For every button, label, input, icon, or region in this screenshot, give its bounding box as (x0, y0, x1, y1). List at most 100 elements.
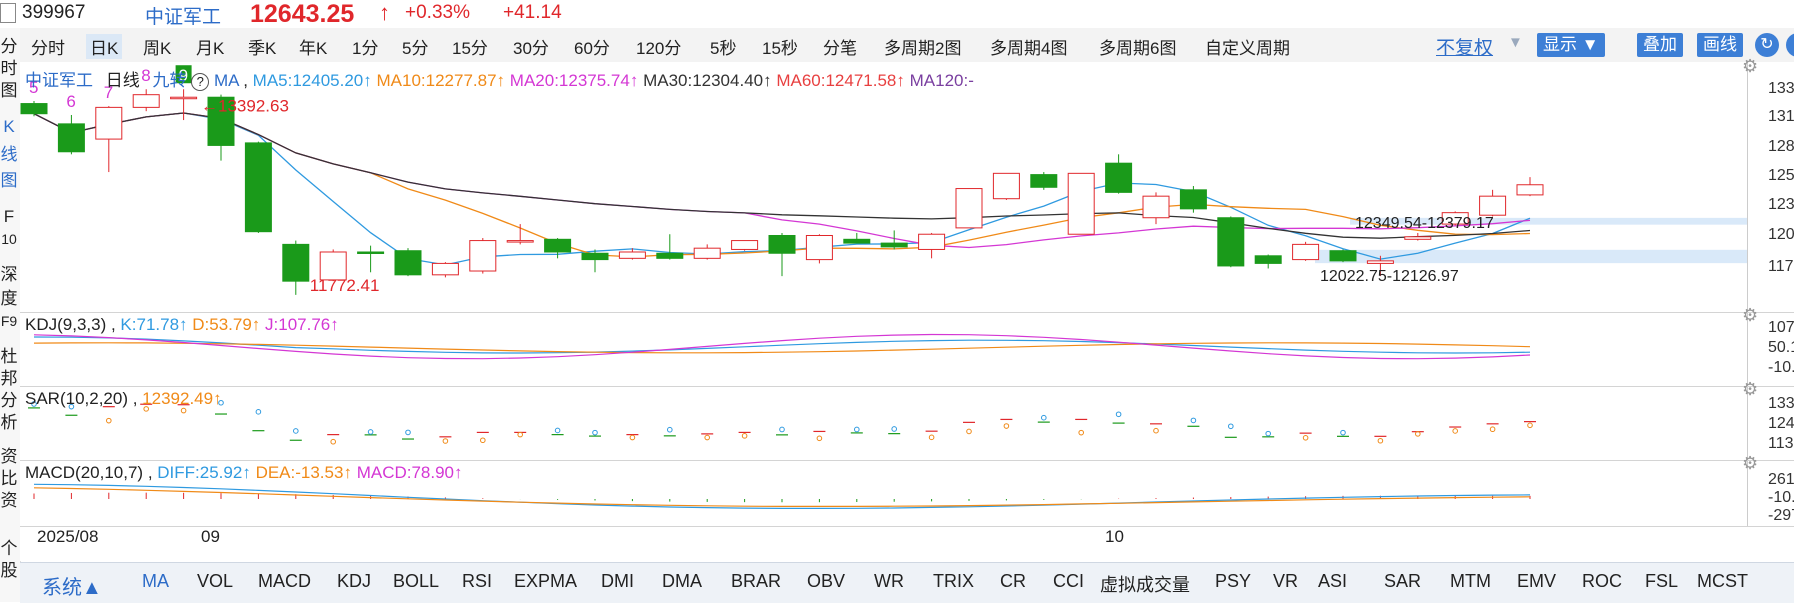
indicator-tab[interactable]: DMA (662, 571, 702, 591)
price-axis-line (1747, 62, 1748, 312)
indicator-tab[interactable]: PSY (1215, 571, 1252, 591)
macd-panel[interactable]: MACD(20,10,7) , DIFF:25.92↑ DEA:-13.53↑ … (20, 453, 1794, 527)
sar-dot (966, 428, 972, 435)
indicator-tab[interactable]: 虚拟成交量 (1100, 575, 1190, 595)
help-icon[interactable]: ? (191, 73, 210, 91)
indicator-tab[interactable]: MACD (258, 571, 311, 591)
period-tab[interactable]: 多周期4图 (990, 39, 1068, 58)
kdj-panel[interactable]: KDJ(9,3,3) , K:71.78↑ D:53.79↑ J:107.76↑… (20, 305, 1794, 387)
candle-body (1142, 195, 1170, 219)
left-tab-char[interactable]: 邦 (0, 369, 18, 388)
left-tab-char[interactable]: 深 (0, 265, 18, 284)
indicator-tab[interactable]: BRAR (731, 571, 782, 591)
period-tab[interactable]: 多周期6图 (1099, 39, 1177, 58)
indicator-tab[interactable]: CCI (1053, 571, 1084, 591)
indicator-tab[interactable]: MCST (1697, 571, 1748, 591)
left-tab-char[interactable]: F9 (0, 313, 18, 329)
indicator-tab[interactable]: RSI (462, 571, 493, 591)
left-tab-char[interactable]: 资 (0, 491, 18, 510)
period-tab[interactable]: 15秒 (762, 39, 798, 58)
chevron-down-icon[interactable]: ▼ (1508, 34, 1523, 51)
panel-toggle-icon[interactable] (0, 3, 16, 23)
period-tab[interactable]: 年K (299, 39, 328, 58)
period-tab[interactable]: 1分 (352, 39, 379, 58)
indicator-tab[interactable]: ASI (1318, 571, 1348, 591)
left-tab-char[interactable]: 分 (0, 37, 18, 56)
period-tab[interactable]: 多周期2图 (884, 39, 962, 58)
period-tab[interactable]: 自定义周期 (1205, 39, 1290, 58)
left-tab-char[interactable]: F (3, 207, 15, 226)
period-tab[interactable]: 30分 (513, 39, 549, 58)
indicator-tab[interactable]: MA (142, 571, 169, 591)
indicator-tab[interactable]: MTM (1450, 571, 1491, 591)
period-tab[interactable]: 分笔 (823, 39, 857, 58)
period-tab[interactable]: 5秒 (710, 39, 737, 58)
candle-body (469, 240, 497, 272)
stock-name[interactable]: 中证军工 (145, 7, 222, 28)
kline-panel[interactable]: 5 6 7 8 9 ←13392.63 11772.41 12349.54-12379.17 1… (20, 56, 1794, 313)
indicator-tab[interactable]: BOLL (393, 571, 440, 591)
sar-dot (293, 428, 299, 434)
indicator-tab[interactable]: OBV (807, 571, 846, 591)
left-tab-char[interactable]: 图 (0, 171, 18, 190)
indicator-tab[interactable]: SAR (1384, 571, 1422, 591)
left-tab-char[interactable]: 比 (0, 469, 18, 488)
kdj-axis-label: -10.7 (1768, 359, 1794, 376)
period-tab-active[interactable]: 日K (86, 34, 123, 59)
sar-dot (629, 434, 636, 441)
left-tab-char[interactable]: 资 (0, 447, 18, 466)
left-tab-char[interactable]: 度 (0, 289, 18, 308)
sar-chart[interactable] (20, 387, 1794, 460)
indicator-tab[interactable]: DMI (601, 571, 634, 591)
indicator-tab[interactable]: EMV (1517, 571, 1557, 591)
gear-icon[interactable]: ⚙ (1742, 305, 1759, 325)
indicator-tab[interactable]: EXPMA (514, 571, 578, 591)
candle-body (1292, 243, 1320, 261)
indicator-tab[interactable]: VR (1273, 571, 1299, 591)
gear-icon[interactable]: ⚙ (1742, 379, 1759, 399)
macd-diff-line (33, 483, 1531, 510)
sar-panel[interactable]: SAR(10,2,20) , 12392.49↑ ⚙ 13391 12408 1… (20, 379, 1794, 461)
draw-button[interactable]: 画线 (1697, 33, 1743, 57)
macd-chart[interactable] (20, 461, 1794, 526)
left-tab-char[interactable]: 线 (0, 145, 18, 164)
indicator-tab[interactable]: WR (874, 571, 904, 591)
period-tab[interactable]: 15分 (452, 39, 488, 58)
indicator-tab[interactable]: FSL (1645, 571, 1679, 591)
left-tab-char[interactable]: K (3, 117, 15, 136)
left-tab-char[interactable]: 时 (0, 59, 18, 78)
overlay-button[interactable]: 叠加 (1637, 33, 1683, 57)
left-tab-char[interactable]: 图 (0, 81, 18, 100)
indicator-tab[interactable]: TRIX (933, 571, 975, 591)
refresh-icon[interactable]: ↻ (1755, 33, 1779, 57)
indicator-tab[interactable]: CR (1000, 571, 1026, 591)
period-tab[interactable]: 季K (248, 39, 277, 58)
period-tab[interactable]: 60分 (574, 39, 610, 58)
add-icon[interactable]: + (1786, 33, 1794, 57)
gear-icon[interactable]: ⚙ (1742, 56, 1759, 76)
period-tab[interactable]: 月K (196, 39, 225, 58)
legend-jiuzhuan[interactable]: 九转 (152, 71, 187, 90)
date-label: 2025/08 (37, 527, 99, 546)
gear-icon[interactable]: ⚙ (1742, 453, 1759, 473)
period-tab[interactable]: 5分 (402, 39, 429, 58)
left-tab-char[interactable]: 杜 (0, 347, 18, 366)
legend-ma: MA (213, 71, 239, 90)
left-tab-char[interactable]: 个 (0, 539, 18, 558)
indicator-tab[interactable]: KDJ (337, 571, 372, 591)
system-indicator-menu[interactable]: 系统▲ (42, 577, 102, 599)
left-tab-char[interactable]: 10 (1, 231, 17, 247)
kline-chart[interactable]: 5 6 7 8 9 ←13392.63 11772.41 12349.54-12379.17 1… (20, 62, 1794, 312)
indicator-tab[interactable]: ROC (1582, 571, 1622, 591)
adjust-dropdown[interactable]: 不复权 (1436, 38, 1494, 59)
left-tab-char[interactable]: 析 (0, 413, 18, 432)
period-tab[interactable]: 周K (143, 39, 172, 58)
left-tab-char[interactable]: 分 (0, 391, 18, 410)
display-button[interactable]: 显示 ▼ (1537, 33, 1605, 57)
left-tab-char[interactable]: 股 (0, 561, 18, 580)
period-tab[interactable]: 120分 (636, 39, 682, 58)
period-tab[interactable]: 分时 (31, 39, 65, 58)
sar-dot (1190, 417, 1197, 424)
kdj-chart[interactable] (20, 313, 1794, 386)
indicator-tab[interactable]: VOL (197, 571, 234, 591)
